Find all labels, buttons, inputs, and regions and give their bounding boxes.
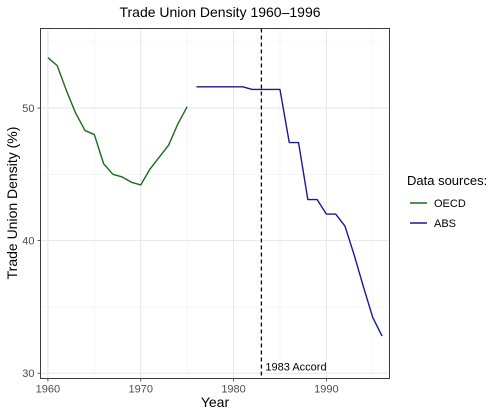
plot-border (40, 28, 390, 379)
x-tick-label: 1990 (314, 384, 338, 396)
x-axis-title: Year (201, 394, 230, 410)
x-axis: 1960 1970 1980 1990 (36, 378, 339, 396)
grid-minor (40, 28, 390, 379)
plot-panel (40, 28, 390, 379)
y-axis: 30 40 50 (22, 103, 41, 380)
grid-major (40, 28, 390, 379)
accord-label: 1983 Accord (265, 362, 326, 374)
legend-label-oecd: OECD (434, 198, 466, 210)
legend-label-abs: ABS (434, 218, 456, 230)
series-line-oecd (47, 57, 188, 186)
x-tick-label: 1980 (221, 384, 245, 396)
y-tick-label: 40 (22, 236, 34, 248)
y-tick-label: 50 (22, 103, 34, 115)
annotation-layer: 1983 Accord (260, 28, 327, 379)
series-line-abs (196, 86, 383, 337)
x-tick-label: 1960 (36, 384, 60, 396)
x-tick-label: 1970 (129, 384, 153, 396)
series-layer (47, 57, 383, 337)
legend: Data sources: OECD ABS (407, 173, 487, 230)
y-axis-title: Trade Union Density (%) (4, 127, 20, 280)
legend-title: Data sources: (407, 173, 487, 188)
chart-title: Trade Union Density 1960–1996 (119, 4, 320, 20)
y-tick-label: 30 (22, 368, 34, 380)
